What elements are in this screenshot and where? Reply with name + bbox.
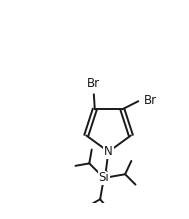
Text: Si: Si xyxy=(98,171,109,184)
Text: Br: Br xyxy=(87,77,100,90)
Text: N: N xyxy=(104,145,113,158)
Text: Br: Br xyxy=(144,94,157,107)
